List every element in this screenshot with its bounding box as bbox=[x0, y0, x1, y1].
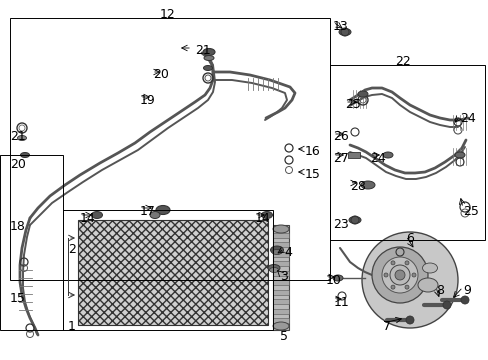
Text: 21: 21 bbox=[10, 130, 26, 143]
Text: 18: 18 bbox=[10, 220, 26, 233]
Text: 6: 6 bbox=[405, 232, 413, 245]
Circle shape bbox=[361, 232, 457, 328]
Circle shape bbox=[390, 261, 394, 265]
Bar bbox=[272, 271, 288, 276]
Bar bbox=[272, 252, 288, 257]
Bar bbox=[329, 65, 484, 240]
Text: 10: 10 bbox=[325, 274, 341, 287]
Ellipse shape bbox=[203, 55, 214, 60]
Ellipse shape bbox=[269, 267, 278, 273]
Circle shape bbox=[442, 301, 450, 309]
Text: 12: 12 bbox=[160, 8, 175, 21]
Text: 14: 14 bbox=[80, 212, 96, 225]
Ellipse shape bbox=[203, 66, 212, 71]
Text: 5: 5 bbox=[280, 330, 287, 343]
Text: 3: 3 bbox=[280, 270, 287, 283]
Text: 25: 25 bbox=[345, 98, 360, 111]
Bar bbox=[272, 225, 288, 330]
Text: 8: 8 bbox=[435, 284, 443, 297]
Circle shape bbox=[404, 285, 408, 289]
Text: 25: 25 bbox=[462, 205, 478, 218]
Ellipse shape bbox=[156, 206, 170, 215]
Text: 14: 14 bbox=[254, 212, 270, 225]
Circle shape bbox=[381, 257, 417, 293]
Bar bbox=[78, 220, 267, 325]
Ellipse shape bbox=[338, 28, 350, 36]
Ellipse shape bbox=[454, 152, 464, 158]
Ellipse shape bbox=[422, 263, 437, 273]
Text: 9: 9 bbox=[462, 284, 470, 297]
Text: 21: 21 bbox=[195, 44, 210, 57]
Ellipse shape bbox=[203, 49, 215, 55]
Ellipse shape bbox=[348, 216, 360, 224]
Bar bbox=[272, 280, 288, 285]
Text: 22: 22 bbox=[394, 55, 410, 68]
Circle shape bbox=[389, 265, 409, 285]
Bar bbox=[272, 233, 288, 238]
Bar bbox=[272, 242, 288, 247]
Text: 1: 1 bbox=[68, 320, 76, 333]
Bar bbox=[347, 152, 359, 158]
Bar bbox=[63, 210, 272, 330]
Ellipse shape bbox=[18, 135, 26, 140]
Text: 4: 4 bbox=[284, 246, 291, 259]
Circle shape bbox=[394, 270, 404, 280]
Circle shape bbox=[404, 261, 408, 265]
Ellipse shape bbox=[272, 225, 288, 233]
Bar bbox=[0, 155, 63, 330]
Text: 7: 7 bbox=[382, 320, 390, 333]
Text: 17: 17 bbox=[140, 205, 156, 218]
Text: 13: 13 bbox=[332, 20, 348, 33]
Text: 26: 26 bbox=[332, 130, 348, 143]
Bar bbox=[272, 318, 288, 323]
Ellipse shape bbox=[271, 249, 282, 255]
Bar bbox=[10, 18, 329, 280]
Circle shape bbox=[411, 273, 415, 277]
Ellipse shape bbox=[91, 211, 102, 219]
Ellipse shape bbox=[360, 181, 374, 189]
Text: 23: 23 bbox=[332, 218, 348, 231]
Bar bbox=[272, 290, 288, 295]
Text: 20: 20 bbox=[153, 68, 168, 81]
Text: 20: 20 bbox=[10, 158, 26, 171]
Text: 15: 15 bbox=[10, 292, 26, 305]
Circle shape bbox=[405, 316, 413, 324]
Ellipse shape bbox=[267, 265, 280, 271]
Text: 16: 16 bbox=[305, 145, 320, 158]
Circle shape bbox=[460, 296, 468, 304]
Ellipse shape bbox=[20, 153, 29, 158]
Text: 15: 15 bbox=[305, 168, 320, 181]
Circle shape bbox=[371, 247, 427, 303]
Bar bbox=[272, 299, 288, 304]
Text: 24: 24 bbox=[369, 152, 385, 165]
Text: 11: 11 bbox=[333, 296, 349, 309]
Ellipse shape bbox=[272, 322, 288, 330]
Circle shape bbox=[383, 273, 387, 277]
Text: 24: 24 bbox=[459, 112, 475, 125]
Text: 19: 19 bbox=[140, 94, 156, 107]
Text: 2: 2 bbox=[68, 243, 76, 256]
Ellipse shape bbox=[382, 152, 392, 158]
Ellipse shape bbox=[332, 275, 342, 281]
Ellipse shape bbox=[357, 91, 367, 97]
Bar bbox=[272, 261, 288, 266]
Bar bbox=[272, 309, 288, 314]
Text: 27: 27 bbox=[332, 152, 348, 165]
Ellipse shape bbox=[270, 246, 283, 254]
Text: 28: 28 bbox=[349, 180, 365, 193]
Ellipse shape bbox=[417, 278, 437, 292]
Ellipse shape bbox=[150, 211, 160, 219]
Circle shape bbox=[390, 285, 394, 289]
Ellipse shape bbox=[261, 211, 272, 219]
